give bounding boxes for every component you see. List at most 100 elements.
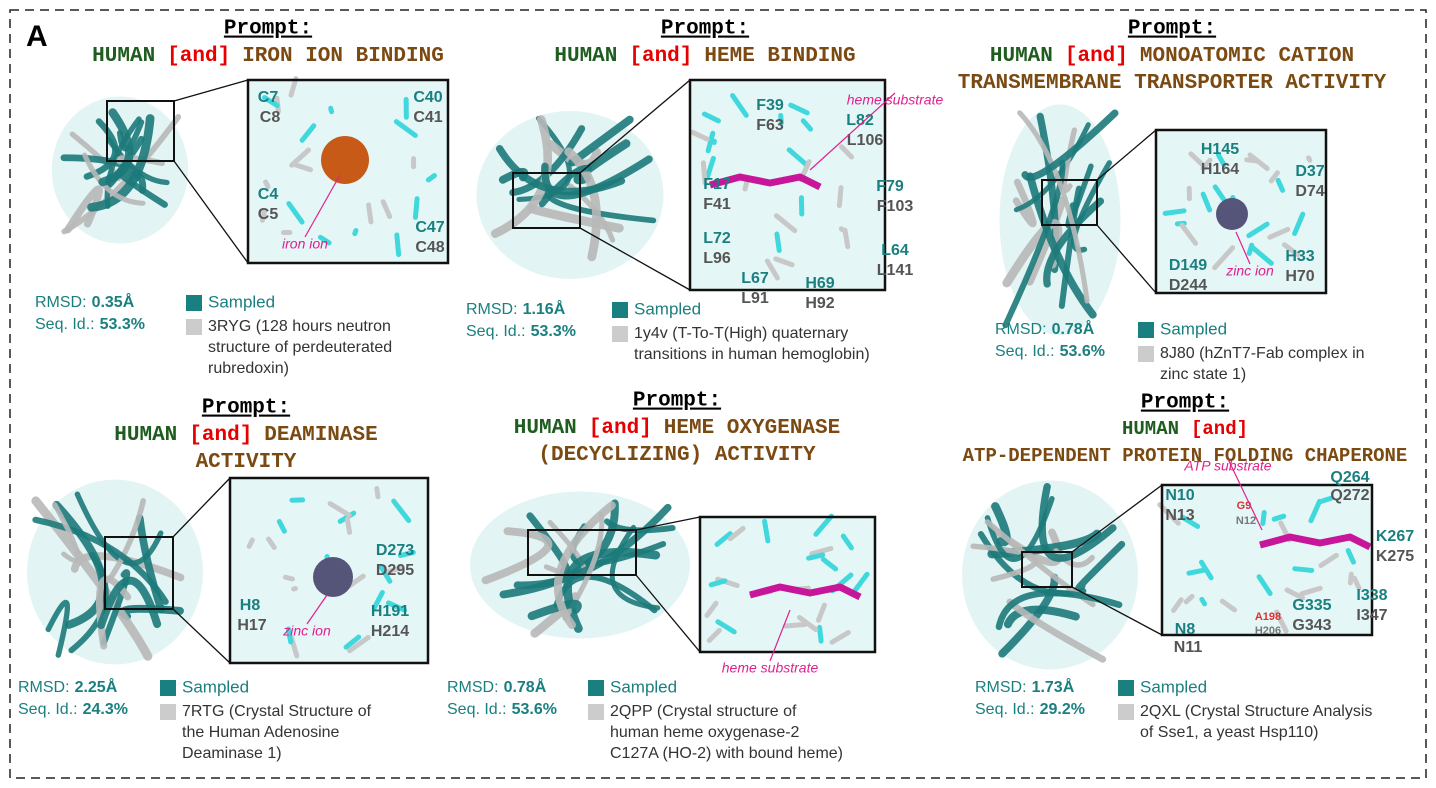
- stick: [385, 600, 408, 613]
- inset-bg: [1162, 485, 1372, 635]
- residue-label: C40: [413, 89, 442, 106]
- stick: [786, 147, 809, 167]
- residue-label: D273: [376, 542, 414, 559]
- stick: [796, 614, 819, 633]
- rmsd: RMSD: 0.78Å: [995, 319, 1095, 338]
- legend-sampled: Sampled: [634, 299, 701, 318]
- rmsd: RMSD: 1.16Å: [466, 299, 566, 318]
- protein-ribbon: [97, 576, 162, 630]
- residue-label: H17: [237, 617, 266, 634]
- protein-ribbon: [1043, 197, 1105, 288]
- seq-id-value: 53.3%: [100, 316, 145, 333]
- protein-ribbon: [70, 552, 185, 582]
- residue-label: F103: [877, 198, 914, 215]
- stick: [806, 552, 826, 561]
- legend-sampled: Sampled: [208, 292, 275, 311]
- stick: [708, 578, 728, 588]
- prompt-label: Prompt:: [1128, 18, 1216, 41]
- residue-label: G335: [1292, 597, 1331, 614]
- protein-ribbon: [573, 139, 631, 185]
- prompt-line: TRANSMEMBRANE TRANSPORTER ACTIVITY: [958, 72, 1387, 95]
- prompt-token: ACTIVITY: [196, 451, 297, 474]
- annotation: heme substrate: [722, 660, 819, 676]
- prompt-token: HUMAN: [114, 424, 177, 447]
- prompt-line: ACTIVITY: [196, 451, 297, 474]
- residue-label: C47: [415, 219, 444, 236]
- residue-label: F63: [756, 117, 784, 134]
- stick: [1247, 152, 1270, 172]
- residue-label: L72: [703, 230, 731, 247]
- seq-id-value: 53.3%: [531, 323, 576, 340]
- legend-swatch: [160, 680, 176, 696]
- stick: [299, 123, 317, 143]
- stick: [838, 144, 855, 160]
- residue-label: H164: [1201, 161, 1239, 178]
- stick: [276, 518, 287, 534]
- inset-frame: [246, 78, 450, 265]
- residue-label: D149: [1169, 257, 1207, 274]
- figure-border: [9, 9, 1427, 779]
- residue-label: N10: [1165, 487, 1194, 504]
- stick: [263, 179, 271, 190]
- rmsd-label: RMSD:: [447, 679, 499, 696]
- prompt-line: HUMAN [and]: [1122, 418, 1248, 440]
- prompt-line: (DECYCLIZING) ACTIVITY: [538, 444, 816, 467]
- stick: [774, 231, 782, 254]
- residue-label: D295: [376, 562, 414, 579]
- stick: [352, 227, 359, 237]
- stick: [246, 537, 255, 549]
- legend-reference: the Human Adenosine: [182, 724, 340, 741]
- stick: [850, 571, 870, 596]
- seq-id: Seq. Id.: 53.6%: [447, 701, 557, 718]
- zoom-box: [106, 100, 175, 162]
- prompt-token: HEME BINDING: [704, 45, 855, 68]
- residue-label: F41: [703, 196, 731, 213]
- residue-label: F17: [703, 176, 731, 193]
- stick: [704, 155, 716, 180]
- residue-label: K267: [1376, 528, 1414, 545]
- prompt-label: Prompt:: [202, 397, 290, 420]
- legend-reference: rubredoxin): [208, 360, 289, 377]
- protein-ribbon: [1002, 159, 1066, 329]
- stick: [1347, 571, 1354, 586]
- prompt-token: [and]: [189, 424, 252, 447]
- stick: [840, 533, 854, 551]
- rmsd: RMSD: 0.78Å: [447, 677, 547, 696]
- stick: [1199, 596, 1208, 607]
- legend-sampled: Sampled: [1160, 319, 1227, 338]
- rmsd-value: 0.78Å: [1052, 319, 1095, 338]
- rmsd: RMSD: 0.35Å: [35, 292, 135, 311]
- protein-ribbon: [45, 599, 70, 658]
- residue-label: H33: [1285, 248, 1314, 265]
- stick: [829, 630, 851, 645]
- legend-swatch: [1118, 704, 1134, 720]
- prompt-token: [and]: [589, 417, 652, 440]
- stick: [1271, 513, 1287, 522]
- stick: [1179, 222, 1199, 246]
- legend-sampled: Sampled: [610, 677, 677, 696]
- legend-reference: 2QXL (Crystal Structure Analysis: [1140, 703, 1372, 720]
- stick: [1274, 609, 1289, 634]
- legend-swatch: [588, 680, 604, 696]
- prompt-token: ATP-DEPENDENT PROTEIN FOLDING CHAPERONE: [963, 445, 1408, 467]
- ion: [313, 557, 353, 597]
- stick: [778, 113, 784, 126]
- stick: [412, 196, 420, 220]
- prompt-line: HUMAN [and] HEME BINDING: [554, 45, 855, 68]
- stick: [317, 234, 332, 246]
- stick: [704, 600, 719, 618]
- residue-label: C4: [258, 186, 279, 203]
- stick: [1188, 151, 1208, 170]
- protein-ribbon: [107, 498, 147, 582]
- protein-ribbon: [1017, 110, 1090, 304]
- residue-label: C48: [415, 239, 444, 256]
- stick: [344, 516, 353, 535]
- seq-id-value: 53.6%: [512, 701, 557, 718]
- residue-label: C41: [413, 109, 442, 126]
- stick: [800, 118, 814, 132]
- prompt-token: HUMAN: [1122, 418, 1179, 440]
- stick: [1171, 597, 1184, 613]
- stick: [764, 258, 780, 281]
- stick: [386, 565, 404, 574]
